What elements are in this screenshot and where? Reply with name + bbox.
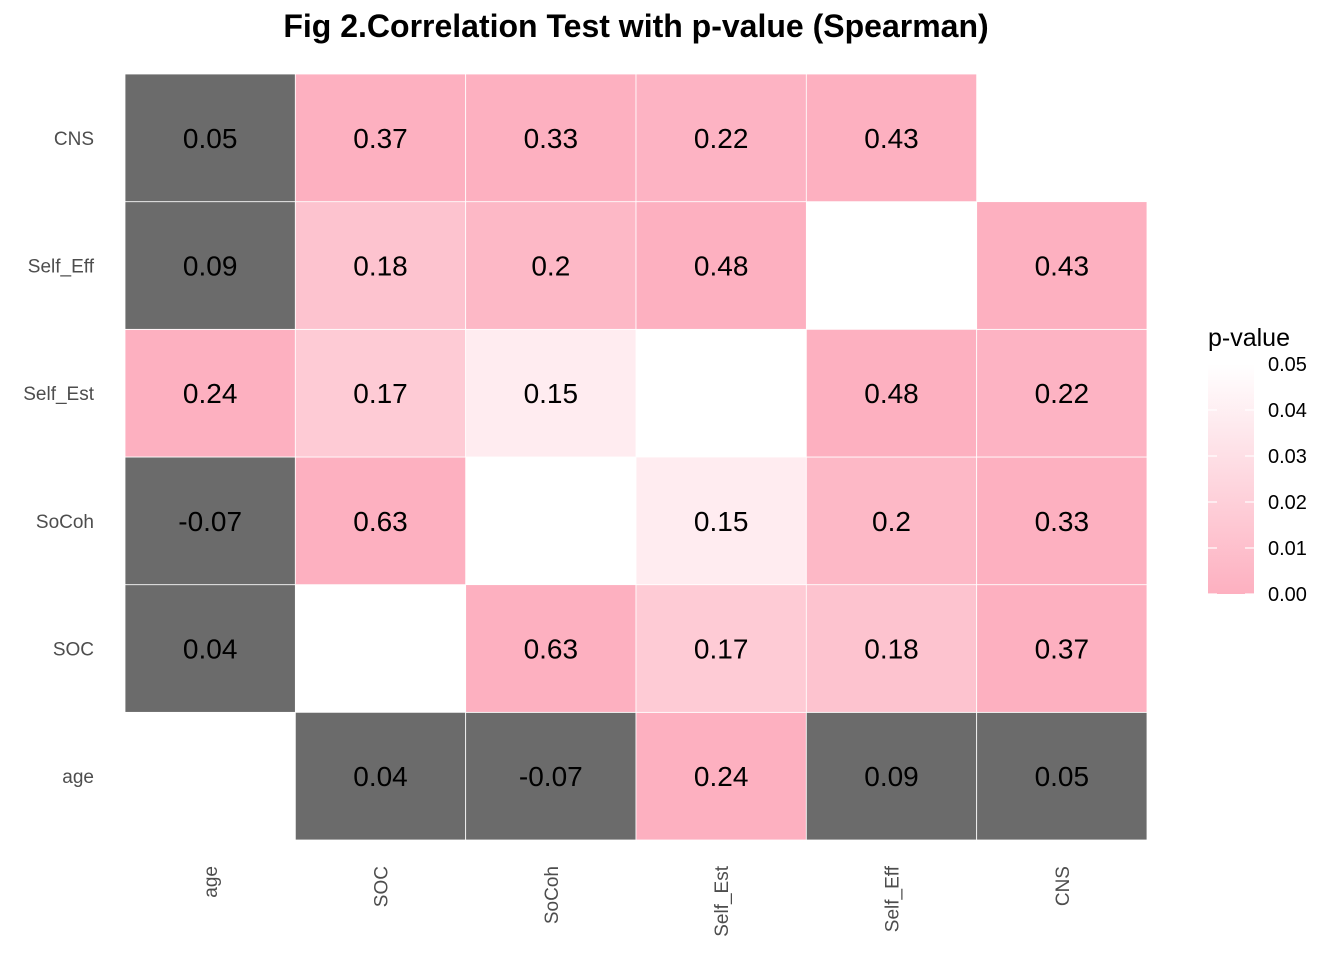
heatmap-cell [294,711,467,841]
cell-value-label: 0.48 [864,378,919,409]
cell-value-label: 0.24 [183,378,238,409]
cell-value-label: 0.22 [694,123,749,154]
y-axis-label: SOC [53,640,94,661]
heatmap-cell [124,201,296,330]
heatmap-cell [976,584,1148,713]
heatmap-cells [124,73,1148,841]
legend-title: p-value [1208,324,1290,352]
legend-tick-label: 0.03 [1268,446,1307,468]
cell-value-label: 0.04 [183,634,238,665]
heatmap-cell [635,711,807,841]
cell-value-label: 0.37 [1035,634,1090,665]
cell-value-label: 0.22 [1035,378,1090,409]
cell-value-label: 0.2 [872,506,911,537]
cell-value-label: 0.09 [183,251,238,282]
heatmap-cell [465,584,637,713]
y-axis-label: SoCoh [36,512,94,533]
y-axis-label: CNS [54,129,94,150]
heatmap-cell [465,328,637,458]
heatmap-cell-labels: 0.04 -0.07 0.24 0.09 0.05 0.04 0.63 0.17 0.18 0.3… [178,123,1089,792]
x-axis-label: SoCoh [542,866,563,924]
legend-tick-label: 0.00 [1268,584,1307,606]
cell-value-label: 0.05 [183,123,238,154]
y-axis-label: Self_Eff [28,257,95,278]
cell-value-label: 0.48 [694,251,749,282]
x-axis-label: Self_Eff [883,865,904,932]
heatmap-cell [124,584,296,713]
cell-value-label: 0.43 [1035,251,1090,282]
heatmap-cell [124,456,296,586]
y-axis-label: age [62,767,94,788]
legend-tick-label: 0.02 [1268,492,1307,514]
heatmap-cell [976,328,1148,458]
heatmap-cell [805,456,978,586]
x-axis-label: CNS [1053,866,1074,906]
cell-value-label: 0.37 [353,123,408,154]
cell-value-label: 0.33 [1035,506,1090,537]
heatmap-cell [805,584,978,713]
heatmap-cell [635,73,807,203]
x-axis-tick-labels: age SOC SoCoh Self_Est Self_Eff CNS [201,865,1074,936]
cell-value-label: 0.04 [353,761,408,792]
legend: p-value 0.05 0.04 0.03 0.02 0.01 0.00 [1208,324,1307,606]
cell-value-label: 0.2 [531,251,570,282]
cell-value-label: 0.05 [1035,761,1090,792]
heatmap-cell [635,456,807,586]
y-axis-label: Self_Est [23,384,94,405]
heatmap-cell [805,328,978,458]
heatmap-cell [294,456,467,586]
cell-value-label: 0.63 [353,506,408,537]
x-axis-label: Self_Est [712,865,733,936]
heatmap-cell [976,456,1148,586]
heatmap-cell [635,201,807,330]
cell-value-label: 0.24 [694,761,749,792]
legend-tick-label: 0.05 [1268,354,1307,376]
heatmap-cell [805,711,978,841]
cell-value-label: -0.07 [178,506,242,537]
y-axis-tick-labels: age SOC SoCoh Self_Est Self_Eff CNS [23,129,94,788]
heatmap-cell [635,584,807,713]
legend-colorbar [1208,364,1254,594]
cell-value-label: 0.43 [864,123,919,154]
heatmap-cell [465,201,637,330]
cell-value-label: 0.33 [524,123,579,154]
cell-value-label: 0.15 [524,378,579,409]
heatmap-cell [976,711,1148,841]
heatmap-cell [124,328,296,458]
heatmap-cell [294,201,467,330]
legend-ticks: 0.05 0.04 0.03 0.02 0.01 0.00 [1208,354,1307,606]
legend-tick-label: 0.01 [1268,538,1307,560]
cell-value-label: 0.17 [353,378,408,409]
cell-value-label: 0.63 [524,634,579,665]
heatmap-cell [805,73,978,203]
heatmap-cell [976,201,1148,330]
cell-value-label: -0.07 [519,761,583,792]
heatmap-cell [294,328,467,458]
cell-value-label: 0.09 [864,761,919,792]
cell-value-label: 0.15 [694,506,749,537]
x-axis-label: SOC [372,866,393,907]
x-axis-label: age [201,866,222,898]
cell-value-label: 0.18 [864,634,919,665]
cell-value-label: 0.17 [694,634,749,665]
chart-title: Fig 2.Correlation Test with p-value (Spe… [283,8,989,44]
heatmap-cell [124,73,296,203]
legend-tick-label: 0.04 [1268,400,1307,422]
cell-value-label: 0.18 [353,251,408,282]
